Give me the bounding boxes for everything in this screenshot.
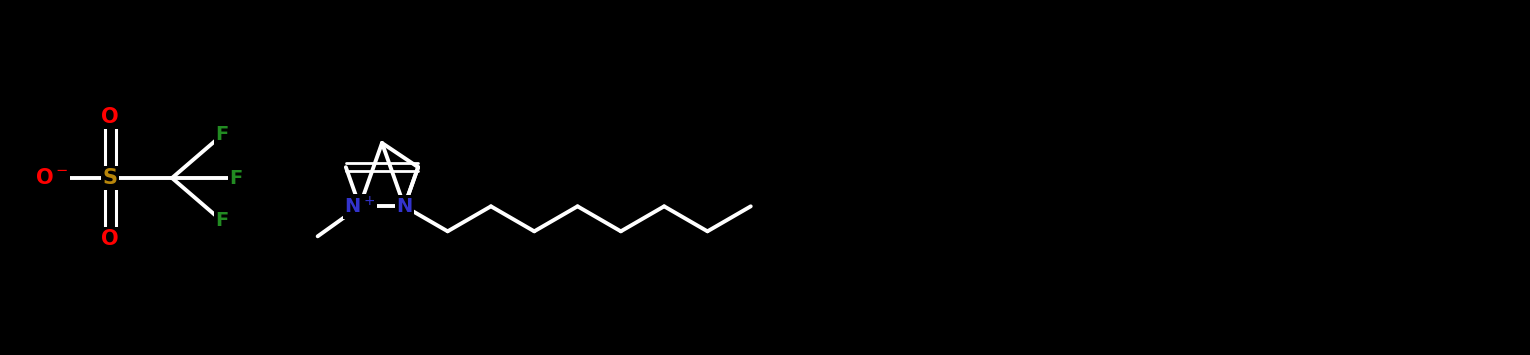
Text: F: F bbox=[216, 126, 228, 144]
Text: O$^-$: O$^-$ bbox=[35, 168, 69, 188]
Text: N$^+$: N$^+$ bbox=[344, 196, 375, 217]
Text: O: O bbox=[101, 229, 119, 249]
Text: F: F bbox=[230, 169, 243, 187]
Text: F: F bbox=[216, 212, 228, 230]
Text: N: N bbox=[396, 197, 413, 216]
Text: O: O bbox=[101, 107, 119, 127]
Text: S: S bbox=[103, 168, 118, 188]
